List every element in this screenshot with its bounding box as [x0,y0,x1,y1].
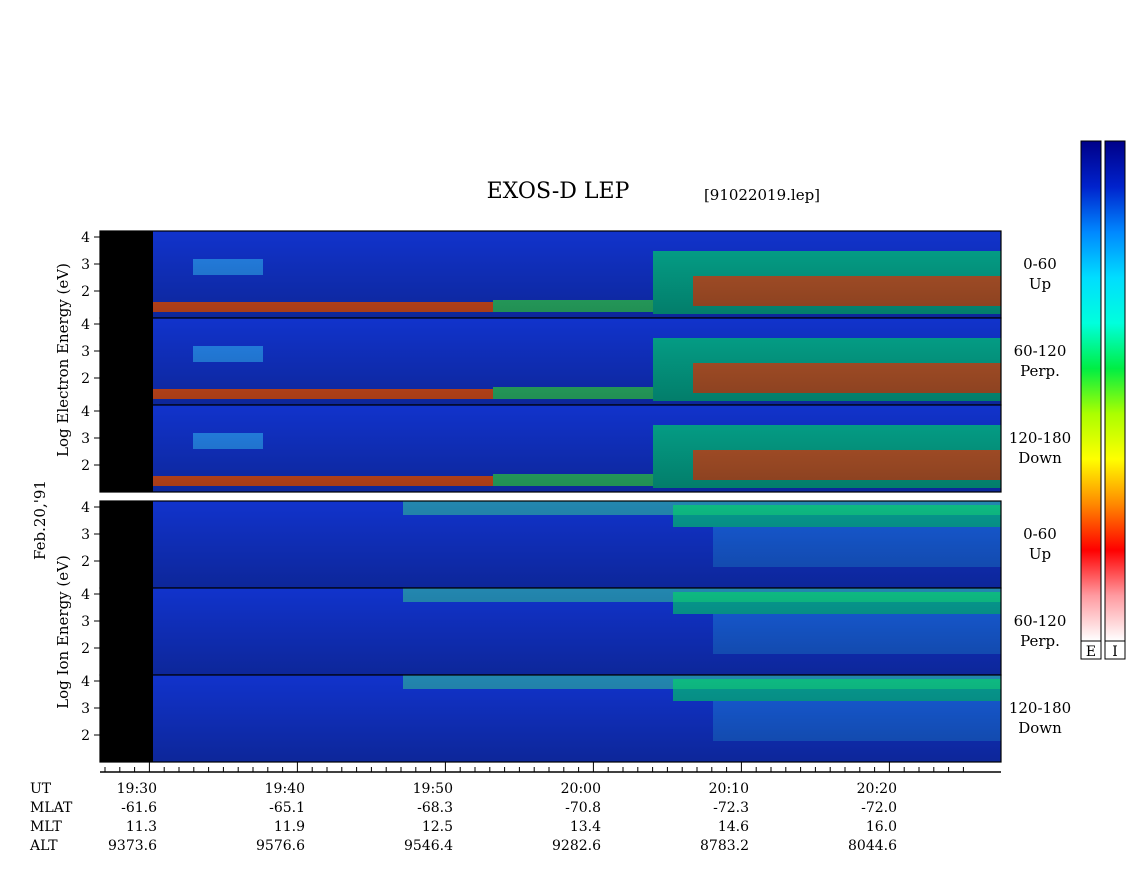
ephemeris-value: 9546.4 [404,838,453,854]
y-tick-label: 3 [81,257,90,273]
ephemeris-value: -61.6 [121,800,157,816]
ion-panel-shade-2 [153,675,1001,762]
y-tick-label: 4 [81,587,90,603]
direction-label: Perp. [1020,362,1060,380]
colorbar-label-box [1104,640,1126,660]
ephemeris-value: 8044.6 [848,838,897,854]
ephemeris-value: 13.4 [570,819,601,835]
pitch-angle-label: 60-120 [1014,342,1067,360]
ephemeris-value: 19:50 [413,781,453,797]
date-label-group: Feb.20,'91 [31,480,49,560]
pitch-angle-label: 60-120 [1014,612,1067,630]
electron-panel-shade-0 [153,231,1001,318]
y-tick-label: 4 [81,230,90,246]
ion-panel-mask-0 [100,501,153,588]
ephemeris-value: 11.9 [274,819,305,835]
ephemeris-row-label: MLT [30,819,62,835]
ephemeris-row-label: MLAT [30,800,73,816]
ephemeris-value: 12.5 [422,819,453,835]
spectrogram-panels [99,230,1002,763]
ephemeris-value: 11.3 [126,819,157,835]
y-tick-label: 3 [81,701,90,717]
date-label: Feb.20,'91 [31,480,49,560]
ion-panel-border-2 [99,674,1002,763]
ephemeris-value: 19:40 [265,781,305,797]
y-tick-label: 4 [81,500,90,516]
ephemeris-value: -65.1 [269,800,305,816]
ion-panel-mask-1 [100,588,153,675]
direction-label: Up [1029,545,1051,563]
ion-panel-shade-1 [153,588,1001,675]
direction-label: Perp. [1020,632,1060,650]
electron-ylabel-text: Log Electron Energy (eV) [54,263,72,457]
ephemeris-value: -72.0 [861,800,897,816]
y-tick-label: 3 [81,614,90,630]
colorbar-label: I [1112,644,1118,660]
electron-panel-mask-2 [100,405,153,492]
y-tick-label: 3 [81,431,90,447]
ephemeris-value: 20:00 [561,781,601,797]
pitch-angle-label: 0-60 [1023,255,1057,273]
electron-ylabel: Log Electron Energy (eV) [54,263,72,457]
ion-ylabel-text: Log Ion Energy (eV) [54,555,72,709]
pitch-angle-label: 120-180 [1009,429,1071,447]
ion-panel-shade-0 [153,501,1001,588]
electron-panel-mask-1 [100,318,153,405]
ion-ylabel: Log Ion Energy (eV) [54,555,72,709]
y-tick-label: 4 [81,317,90,333]
ephemeris-value: 8783.2 [700,838,749,854]
y-tick-label: 2 [81,371,90,387]
ephemeris-row-label: UT [30,781,52,797]
electron-panel-shade-2 [153,405,1001,492]
electron-panel-shade-1 [153,318,1001,405]
pitch-angle-label: 0-60 [1023,525,1057,543]
electron-panel-mask-0 [100,231,153,318]
ephemeris-table: UT 19:30 19:40 19:50 20:00 20:10 20:20 MLAT -61.… [29,781,897,854]
pitch-angle-labels: 0-60 Up 60-120 Perp. 120-180 Down 0-60 Up 60-120… [1009,255,1071,737]
y-ticks: 4 3 2 4 3 2 4 3 2 4 3 2 4 3 2 4 3 2 [81,230,100,744]
ephemeris-value: 9373.6 [108,838,157,854]
y-tick-label: 2 [81,728,90,744]
ephemeris-value: 20:10 [709,781,749,797]
ion-panel-mask-2 [100,675,153,762]
chart-title: EXOS-D LEP [487,179,630,204]
y-tick-label: 3 [81,344,90,360]
colorbar-label: E [1086,644,1096,660]
x-axis [100,762,1001,773]
y-tick-label: 4 [81,674,90,690]
y-tick-label: 4 [81,404,90,420]
ephemeris-value: 9282.6 [552,838,601,854]
ephemeris-value: 19:30 [117,781,157,797]
y-tick-label: 2 [81,641,90,657]
ephemeris-value: 20:20 [857,781,897,797]
pitch-angle-label: 120-180 [1009,699,1071,717]
ephemeris-value: 9576.6 [256,838,305,854]
file-label: [91022019.lep] [704,186,820,204]
y-tick-label: 3 [81,527,90,543]
ephemeris-value: 14.6 [718,819,749,835]
y-tick-label: 2 [81,554,90,570]
colorbar-I [1104,140,1126,642]
y-tick-label: 2 [81,284,90,300]
ephemeris-value: -72.3 [713,800,749,816]
direction-label: Up [1029,275,1051,293]
direction-label: Down [1018,719,1062,737]
ephemeris-value: 16.0 [866,819,897,835]
electron-panel-border-2 [99,404,1002,493]
ephemeris-row-label: ALT [29,838,58,854]
ephemeris-value: -70.8 [565,800,601,816]
direction-label: Down [1018,449,1062,467]
y-tick-label: 2 [81,458,90,474]
colorbar-label-box [1080,640,1102,660]
ephemeris-value: -68.3 [417,800,453,816]
colorbar-E [1080,140,1102,642]
